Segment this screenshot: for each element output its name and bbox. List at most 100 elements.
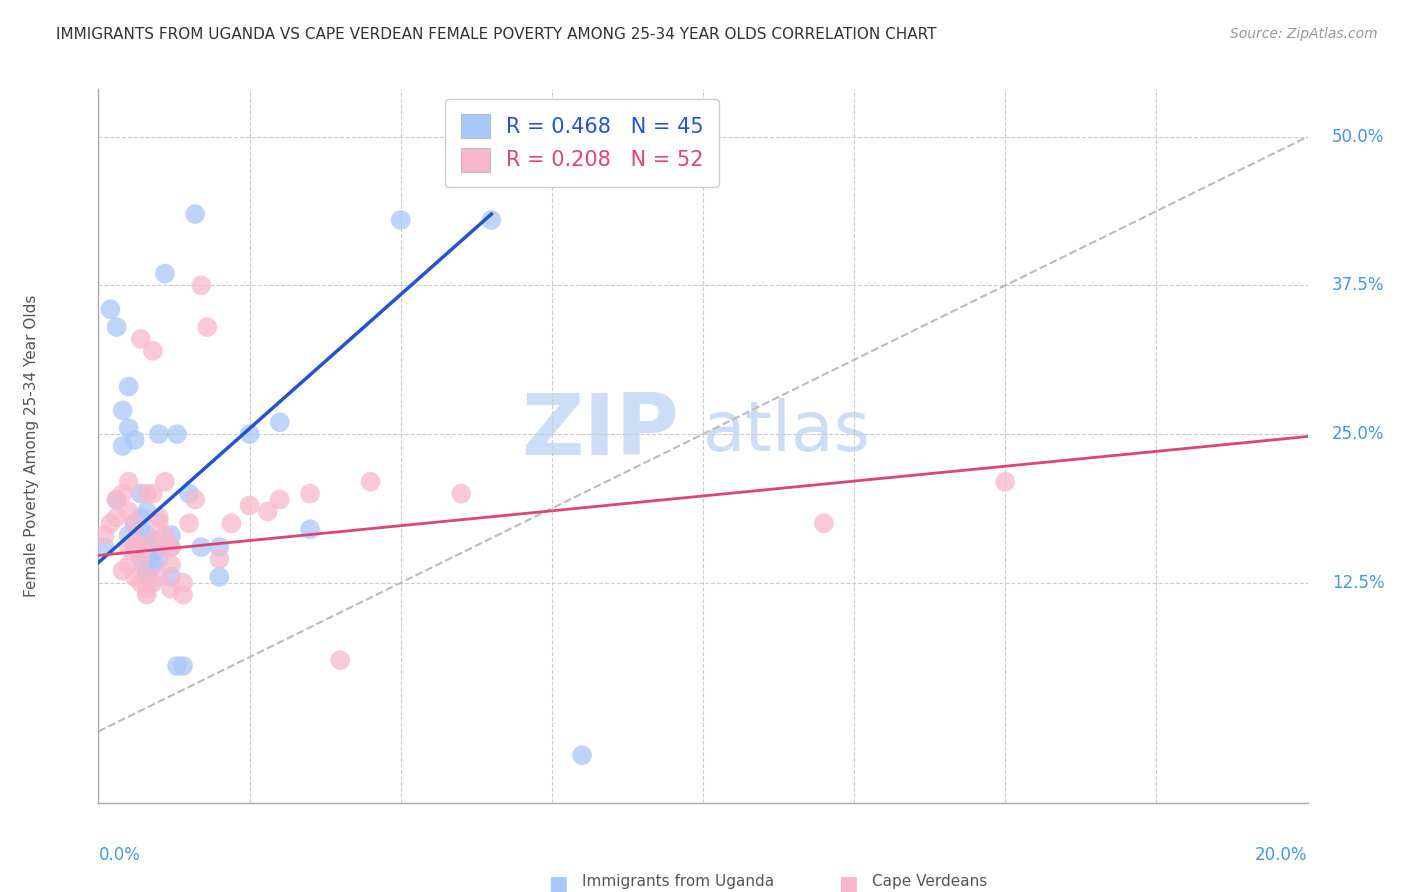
- Point: [994, 475, 1017, 489]
- Point: [160, 582, 183, 596]
- Point: [481, 213, 503, 227]
- Point: [360, 475, 382, 489]
- Point: [450, 486, 472, 500]
- Point: [124, 516, 146, 531]
- Point: [124, 570, 146, 584]
- Point: [111, 439, 134, 453]
- Point: [129, 522, 152, 536]
- Point: [208, 552, 231, 566]
- Point: [129, 540, 152, 554]
- Point: [129, 332, 152, 346]
- Point: [124, 534, 146, 549]
- Point: [195, 320, 218, 334]
- Point: [118, 558, 141, 572]
- Point: [124, 516, 146, 531]
- Point: [208, 570, 231, 584]
- Text: Cape Verdeans: Cape Verdeans: [872, 874, 987, 889]
- Text: ■: ■: [548, 874, 568, 892]
- Point: [105, 492, 128, 507]
- Point: [129, 510, 152, 524]
- Point: [135, 558, 157, 572]
- Point: [166, 659, 188, 673]
- Point: [135, 588, 157, 602]
- Point: [148, 570, 170, 584]
- Point: [142, 343, 165, 358]
- Point: [100, 302, 122, 317]
- Point: [105, 510, 128, 524]
- Point: [118, 475, 141, 489]
- Point: [111, 486, 134, 500]
- Point: [142, 486, 165, 500]
- Point: [153, 528, 176, 542]
- Point: [129, 552, 152, 566]
- Point: [160, 528, 183, 542]
- Text: 20.0%: 20.0%: [1256, 846, 1308, 863]
- Point: [142, 534, 165, 549]
- Point: [148, 540, 170, 554]
- Point: [208, 540, 231, 554]
- Text: ■: ■: [838, 874, 858, 892]
- Point: [239, 427, 262, 442]
- Point: [299, 522, 322, 536]
- Point: [148, 427, 170, 442]
- Point: [118, 540, 141, 554]
- Point: [118, 504, 141, 518]
- Point: [124, 540, 146, 554]
- Point: [118, 421, 141, 435]
- Point: [177, 516, 201, 531]
- Text: Female Poverty Among 25-34 Year Olds: Female Poverty Among 25-34 Year Olds: [24, 295, 39, 597]
- Text: atlas: atlas: [703, 398, 870, 466]
- Point: [184, 492, 207, 507]
- Point: [118, 379, 141, 393]
- Point: [135, 582, 157, 596]
- Point: [153, 267, 176, 281]
- Point: [153, 475, 176, 489]
- Point: [813, 516, 835, 531]
- Point: [329, 653, 352, 667]
- Text: ZIP: ZIP: [522, 390, 679, 474]
- Point: [93, 528, 115, 542]
- Point: [135, 528, 157, 542]
- Point: [172, 659, 194, 673]
- Point: [111, 403, 134, 417]
- Point: [135, 486, 157, 500]
- Point: [129, 552, 152, 566]
- Text: 50.0%: 50.0%: [1331, 128, 1384, 145]
- Point: [129, 575, 152, 590]
- Point: [269, 492, 291, 507]
- Point: [148, 516, 170, 531]
- Point: [269, 415, 291, 429]
- Point: [172, 588, 194, 602]
- Point: [105, 492, 128, 507]
- Legend: R = 0.468   N = 45, R = 0.208   N = 52: R = 0.468 N = 45, R = 0.208 N = 52: [446, 99, 718, 187]
- Text: 37.5%: 37.5%: [1331, 277, 1385, 294]
- Text: Source: ZipAtlas.com: Source: ZipAtlas.com: [1230, 27, 1378, 41]
- Point: [148, 510, 170, 524]
- Point: [177, 486, 201, 500]
- Point: [160, 558, 183, 572]
- Point: [124, 540, 146, 554]
- Point: [148, 552, 170, 566]
- Point: [153, 540, 176, 554]
- Point: [124, 433, 146, 447]
- Text: 25.0%: 25.0%: [1331, 425, 1385, 443]
- Point: [93, 540, 115, 554]
- Point: [129, 486, 152, 500]
- Point: [256, 504, 278, 518]
- Point: [239, 499, 262, 513]
- Text: Immigrants from Uganda: Immigrants from Uganda: [582, 874, 775, 889]
- Point: [118, 528, 141, 542]
- Point: [190, 540, 212, 554]
- Point: [166, 427, 188, 442]
- Point: [160, 540, 183, 554]
- Point: [190, 278, 212, 293]
- Point: [389, 213, 412, 227]
- Point: [129, 540, 152, 554]
- Point: [142, 575, 165, 590]
- Point: [160, 570, 183, 584]
- Point: [105, 320, 128, 334]
- Text: IMMIGRANTS FROM UGANDA VS CAPE VERDEAN FEMALE POVERTY AMONG 25-34 YEAR OLDS CORR: IMMIGRANTS FROM UGANDA VS CAPE VERDEAN F…: [56, 27, 936, 42]
- Point: [172, 575, 194, 590]
- Point: [299, 486, 322, 500]
- Point: [571, 748, 593, 763]
